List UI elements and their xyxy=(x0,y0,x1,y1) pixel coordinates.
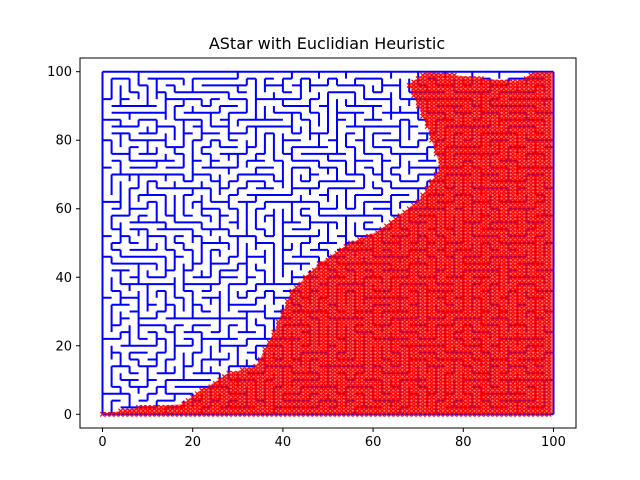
axes-frame xyxy=(79,57,577,429)
explored-nodes xyxy=(99,71,554,417)
y-tick-label: 20 xyxy=(55,339,72,354)
x-tick-label: 100 xyxy=(541,435,566,450)
x-tick-label: 40 xyxy=(275,435,292,450)
plot-area xyxy=(99,70,555,417)
x-tick-label: 80 xyxy=(455,435,472,450)
y-tick-label: 40 xyxy=(55,271,72,286)
x-tick-label: 20 xyxy=(184,435,201,450)
y-tick-label: 100 xyxy=(47,65,72,80)
explored-node-markers xyxy=(99,72,552,417)
x-tick-label: 0 xyxy=(98,435,106,450)
y-axis: 0 20 40 60 80 100 xyxy=(47,65,80,423)
x-tick-label: 60 xyxy=(365,435,382,450)
y-tick-label: 0 xyxy=(64,408,72,423)
chart-title: AStar with Euclidian Heuristic xyxy=(209,34,445,53)
y-tick-label: 60 xyxy=(55,202,72,217)
y-tick-label: 80 xyxy=(55,134,72,149)
x-axis: 0 20 40 60 80 100 xyxy=(98,428,566,450)
